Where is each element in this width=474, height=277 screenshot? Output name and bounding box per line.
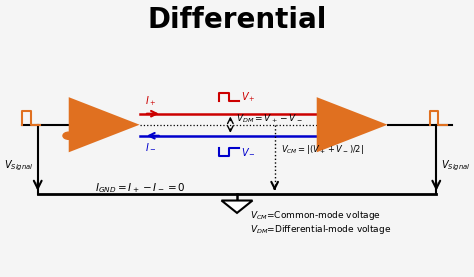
Circle shape — [63, 132, 74, 139]
Text: $V_{DM}=V_+-V_-$: $V_{DM}=V_+-V_-$ — [236, 113, 302, 125]
Text: Differential: Differential — [147, 6, 327, 34]
Text: $V_{Signal}$: $V_{Signal}$ — [441, 159, 470, 173]
Text: $I_{GND}=I_+-I_-=0$: $I_{GND}=I_+-I_-=0$ — [95, 181, 186, 195]
Text: $V_{CM}$=Common-mode voltage: $V_{CM}$=Common-mode voltage — [250, 209, 381, 222]
Text: $V_{CM}=|(V_++V_-)/2|$: $V_{CM}=|(V_++V_-)/2|$ — [281, 143, 365, 156]
Text: $I_-$: $I_-$ — [145, 142, 156, 152]
Text: $V_-$: $V_-$ — [241, 147, 256, 157]
Text: $V_{Signal}$: $V_{Signal}$ — [4, 159, 33, 173]
Text: $I_+$: $I_+$ — [145, 94, 156, 108]
Text: $V_{DM}$=Differential-mode voltage: $V_{DM}$=Differential-mode voltage — [250, 223, 392, 236]
Polygon shape — [221, 201, 253, 213]
Polygon shape — [69, 97, 139, 152]
Text: $V_+$: $V_+$ — [241, 90, 256, 104]
Polygon shape — [317, 97, 388, 152]
